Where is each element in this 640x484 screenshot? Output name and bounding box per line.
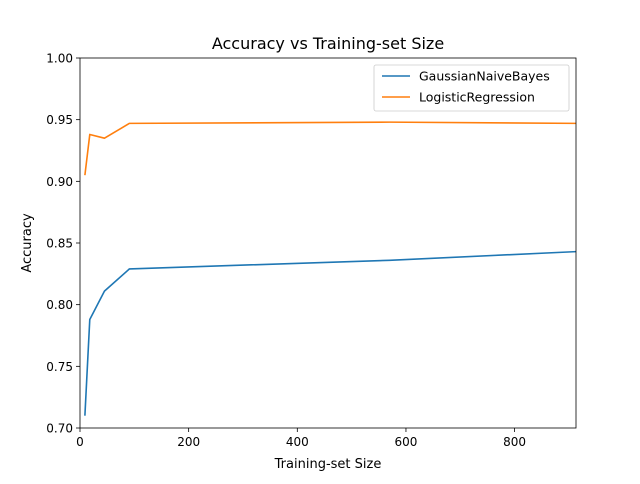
- x-tick-label: 200: [177, 435, 200, 449]
- series-line-1: [84, 121, 576, 176]
- x-axis-label: Training-set Size: [274, 457, 382, 472]
- y-tick-label: 0.80: [46, 298, 73, 312]
- plot-area: [84, 121, 576, 416]
- y-tick-label: 0.90: [46, 175, 73, 189]
- legend: GaussianNaiveBayes LogisticRegression: [373, 64, 570, 112]
- y-tick-label: 1.00: [46, 52, 73, 66]
- chart-title: Accuracy vs Training-set Size: [212, 34, 444, 53]
- x-tick-label: 800: [503, 435, 526, 449]
- y-tick-label: 0.85: [46, 237, 73, 251]
- legend-label-0: GaussianNaiveBayes: [419, 69, 550, 84]
- y-tick-label: 0.75: [46, 360, 73, 374]
- axes-frame: [79, 57, 577, 429]
- y-tick-label: 0.95: [46, 113, 73, 127]
- y-axis-label: Accuracy: [20, 213, 35, 273]
- x-tick-label: 600: [395, 435, 418, 449]
- x-tick-label: 400: [286, 435, 309, 449]
- legend-label-1: LogisticRegression: [419, 90, 535, 105]
- axes-layer: 0 200 400 600 800 0.70 0.75 0.80 0.85 0.90 0.95 1.0…: [46, 52, 577, 449]
- y-tick-label: 0.70: [46, 422, 73, 436]
- series-line-0: [84, 250, 576, 416]
- legend-box: [373, 64, 570, 112]
- x-tick-label: 0: [76, 435, 84, 449]
